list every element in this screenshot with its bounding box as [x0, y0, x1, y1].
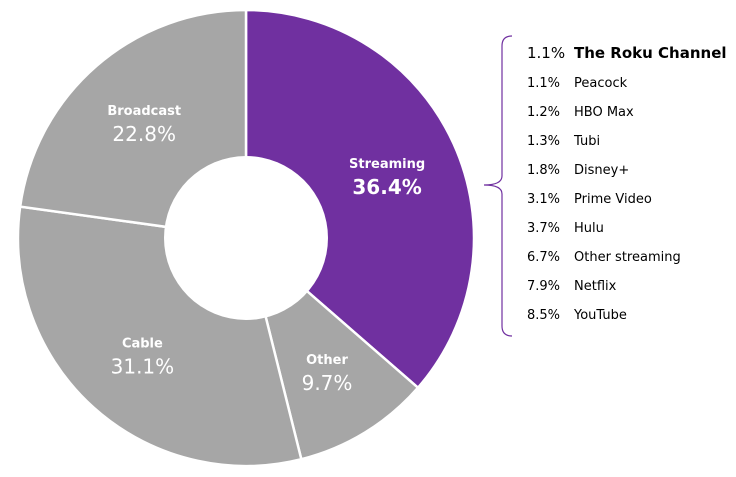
- breakdown-label-peacock: Peacock: [574, 76, 628, 91]
- breakdown-value-peacock: 1.1%: [527, 76, 560, 91]
- breakdown-value-youtube: 8.5%: [527, 308, 560, 323]
- breakdown-value-hbo-max: 1.2%: [527, 105, 560, 120]
- breakdown-value-tubi: 1.3%: [527, 134, 560, 149]
- breakdown-value-disney: 1.8%: [527, 163, 560, 178]
- streaming-breakdown-bracket: [483, 35, 513, 337]
- breakdown-value-other-streaming: 6.7%: [527, 250, 560, 265]
- streaming-breakdown-list: 1.1% The Roku Channel 1.1% Peacock 1.2% HBO M…: [527, 44, 727, 323]
- breakdown-label-hulu: Hulu: [574, 221, 604, 236]
- breakdown-label-disney: Disney+: [574, 163, 629, 178]
- breakdown-label-prime-video: Prime Video: [574, 192, 652, 207]
- slice-label-broadcast: Broadcast: [107, 104, 181, 119]
- slice-value-broadcast: 22.8%: [112, 122, 176, 146]
- breakdown-label-youtube: YouTube: [573, 308, 627, 323]
- slice-value-other: 9.7%: [302, 371, 353, 395]
- breakdown-label-the-roku-channel: The Roku Channel: [574, 44, 727, 62]
- breakdown-label-other-streaming: Other streaming: [574, 250, 681, 265]
- slice-value-cable: 31.1%: [111, 354, 175, 378]
- slice-labels-layer: Streaming 36.4% Other 9.7% Cable 31.1% Broadca…: [107, 104, 425, 395]
- slice-streaming: [244, 8, 476, 390]
- breakdown-label-netflix: Netflix: [574, 279, 617, 294]
- breakdown-value-hulu: 3.7%: [527, 221, 560, 236]
- breakdown-value-netflix: 7.9%: [527, 279, 560, 294]
- slice-value-streaming: 36.4%: [352, 175, 421, 199]
- breakdown-label-hbo-max: HBO Max: [574, 105, 634, 120]
- slice-label-other: Other: [306, 353, 348, 368]
- breakdown-value-the-roku-channel: 1.1%: [527, 44, 565, 62]
- breakdown-label-tubi: Tubi: [573, 134, 600, 149]
- donut-hole: [164, 156, 328, 320]
- slice-label-streaming: Streaming: [349, 157, 425, 172]
- breakdown-value-prime-video: 3.1%: [527, 192, 560, 207]
- slice-label-cable: Cable: [122, 336, 163, 351]
